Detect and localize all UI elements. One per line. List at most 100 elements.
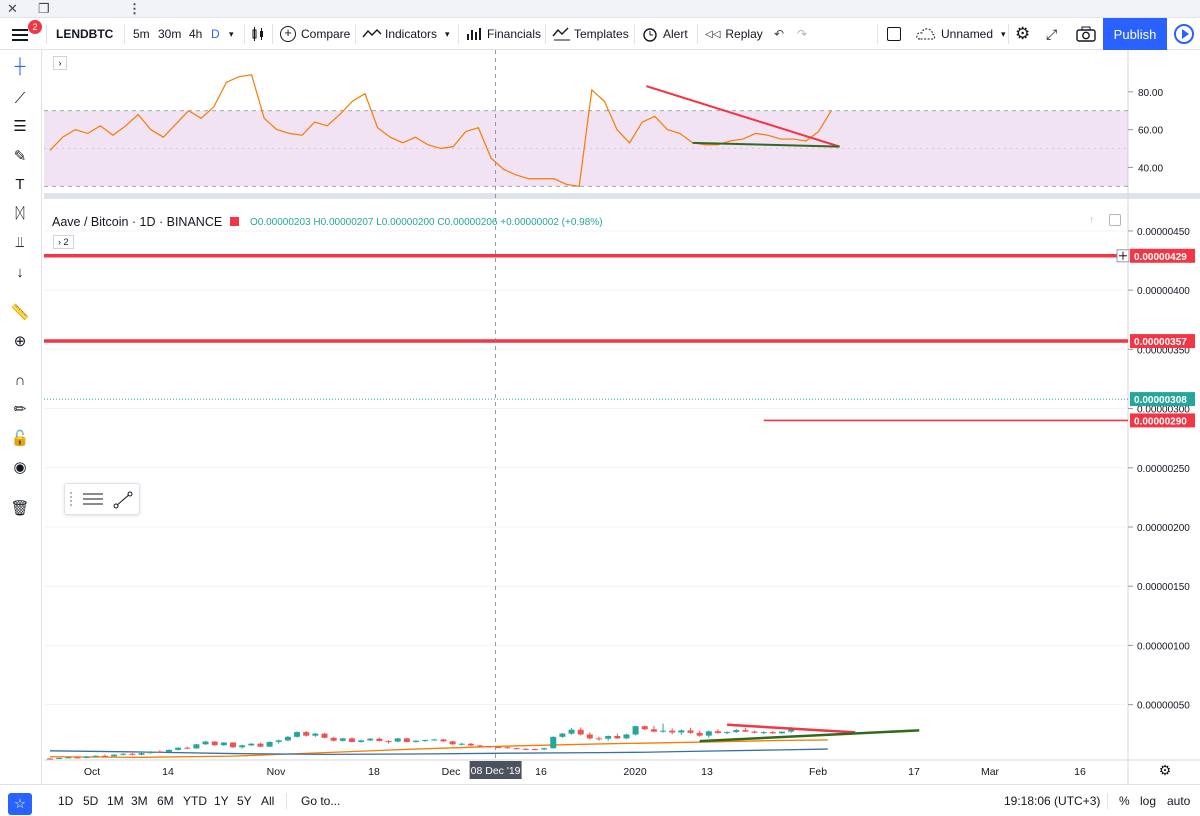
- symbol-search-button[interactable]: LENDBTC: [56, 27, 114, 41]
- goto-button[interactable]: Go to...: [301, 794, 341, 808]
- candle-up: [284, 736, 291, 741]
- clock[interactable]: 19:18:06 (UTC+3): [1004, 794, 1101, 808]
- time-tick-label: Oct: [84, 766, 100, 778]
- range-6m[interactable]: 6M: [157, 794, 174, 808]
- close-icon[interactable]: ✕: [7, 1, 18, 16]
- horizontal-lines-icon[interactable]: [82, 491, 104, 512]
- candle-up: [266, 741, 273, 747]
- auto-toggle[interactable]: auto: [1167, 794, 1191, 808]
- range-1y[interactable]: 1Y: [214, 794, 229, 808]
- eye-icon[interactable]: ◉: [13, 459, 27, 476]
- brush-tool-icon[interactable]: ✎: [13, 148, 27, 165]
- rsi-panel[interactable]: [44, 74, 1128, 188]
- interval-4h[interactable]: 4h: [189, 27, 203, 41]
- financials-button[interactable]: Financials: [465, 18, 541, 50]
- candle-down: [486, 746, 493, 748]
- interval-30m[interactable]: 30m: [158, 27, 182, 41]
- indicators-collapse-button[interactable]: › 2: [53, 235, 74, 249]
- price-tick-label: 0.00000200: [1137, 523, 1190, 534]
- candle-down: [101, 755, 108, 757]
- candle-up: [239, 745, 246, 748]
- axis-settings-gear-icon: ⚙: [1159, 762, 1172, 778]
- fib-tool-icon[interactable]: ☰: [13, 118, 27, 135]
- restore-icon[interactable]: ❐: [38, 1, 50, 16]
- rsi-tick-label: 60.00: [1138, 126, 1163, 137]
- camera-icon[interactable]: [1076, 18, 1096, 50]
- measure-tool-icon[interactable]: ⫫: [15, 234, 25, 251]
- status-badge: [230, 217, 239, 226]
- percent-toggle[interactable]: %: [1119, 794, 1130, 808]
- candle-down: [586, 734, 593, 739]
- interval-5m[interactable]: 5m: [133, 27, 150, 41]
- arrow-down-icon[interactable]: ↓: [16, 264, 24, 281]
- gear-icon[interactable]: ⚙: [1015, 24, 1031, 43]
- zoom-in-icon[interactable]: ⊕: [13, 333, 27, 350]
- time-tick-label: 18: [368, 766, 380, 778]
- pattern-tool-icon[interactable]: ᛞ: [15, 205, 25, 222]
- main-menu-button[interactable]: [8, 22, 34, 46]
- compare-label: Compare: [301, 27, 351, 41]
- magnet-icon[interactable]: ∩: [14, 372, 26, 389]
- price-tick-label: 0.00000100: [1137, 641, 1190, 652]
- range-1d[interactable]: 1D: [58, 794, 74, 808]
- trash-icon[interactable]: 🗑: [10, 500, 30, 517]
- candle-up: [550, 736, 557, 749]
- range-all[interactable]: All: [261, 794, 275, 808]
- candle-up: [220, 742, 227, 746]
- chart-style-icon[interactable]: [250, 18, 266, 50]
- candle-up: [422, 739, 429, 741]
- interval-d[interactable]: D: [211, 27, 220, 41]
- ruler-icon[interactable]: 📏: [10, 304, 30, 321]
- play-icon[interactable]: [1174, 24, 1194, 44]
- alert-label: Alert: [663, 27, 688, 41]
- candle-down: [714, 731, 721, 734]
- candle-down: [596, 738, 602, 740]
- rsi-collapse-button[interactable]: ›: [53, 56, 67, 70]
- crosshair-icon[interactable]: ┼: [14, 58, 26, 75]
- lock-icon[interactable]: 🔓: [10, 430, 30, 447]
- compare-button[interactable]: + Compare: [280, 18, 350, 50]
- level-429-box: [1130, 248, 1195, 263]
- candle-up: [120, 753, 127, 755]
- trendline-icon[interactable]: [113, 491, 133, 514]
- replay-button[interactable]: ◁◁ Replay: [705, 18, 763, 50]
- undo-icon[interactable]: ↶: [774, 27, 785, 41]
- range-3m[interactable]: 3M: [131, 794, 148, 808]
- bottom-toolbar: ☆ 1D 5D 1M 3M 6M YTD 1Y 5Y All Go to... …: [0, 784, 1200, 816]
- range-5y[interactable]: 5Y: [237, 794, 252, 808]
- publish-button[interactable]: Publish: [1103, 18, 1167, 50]
- layout-button[interactable]: Unnamed ▾: [915, 18, 1006, 50]
- drawing-toolbar: ┼ ⟋ ☰ ✎ T ᛞ ⫫ ↓ 📏 ⊕ ∩ ✏ 🔓 ◉ 🗑: [0, 50, 42, 790]
- expand-icon[interactable]: ⤢: [1046, 25, 1058, 42]
- star-icon[interactable]: ☆: [8, 793, 32, 815]
- drag-handle-icon[interactable]: [70, 492, 74, 506]
- lock-pencil-icon[interactable]: ✏: [13, 401, 27, 418]
- candle-up: [175, 747, 182, 750]
- range-5d[interactable]: 5D: [83, 794, 99, 808]
- arrow-up-icon[interactable]: ↑: [1089, 215, 1094, 226]
- candle-up: [367, 738, 374, 741]
- range-ytd[interactable]: YTD: [183, 794, 207, 808]
- interval-dropdown-icon[interactable]: ▾: [229, 28, 234, 39]
- templates-button[interactable]: Templates: [552, 18, 629, 50]
- fullscreen-box-icon[interactable]: [887, 18, 901, 50]
- candle-up: [458, 743, 465, 745]
- more-icon[interactable]: ⋮: [128, 1, 141, 16]
- alert-button[interactable]: Alert: [641, 18, 688, 50]
- chart-canvas[interactable]: 80.00 60.00 40.00 0.00000450 0.00000400 0.000…: [0, 50, 1200, 790]
- indicators-button[interactable]: Indicators ▾: [362, 18, 450, 50]
- candle-down: [769, 732, 776, 734]
- range-1m[interactable]: 1M: [107, 794, 124, 808]
- candle-up: [779, 731, 785, 734]
- candle-down: [129, 753, 136, 755]
- log-toggle[interactable]: log: [1140, 794, 1157, 808]
- candle-up: [202, 741, 209, 745]
- maximize-pane-icon[interactable]: [1109, 214, 1121, 226]
- price-panel[interactable]: [44, 230, 1175, 760]
- text-tool-icon[interactable]: T: [15, 176, 25, 193]
- candle-down: [211, 741, 218, 746]
- trendline-tool-icon[interactable]: ⟋: [14, 90, 26, 107]
- time-tick-label: 17: [908, 766, 920, 778]
- redo-icon[interactable]: ↷: [797, 27, 808, 41]
